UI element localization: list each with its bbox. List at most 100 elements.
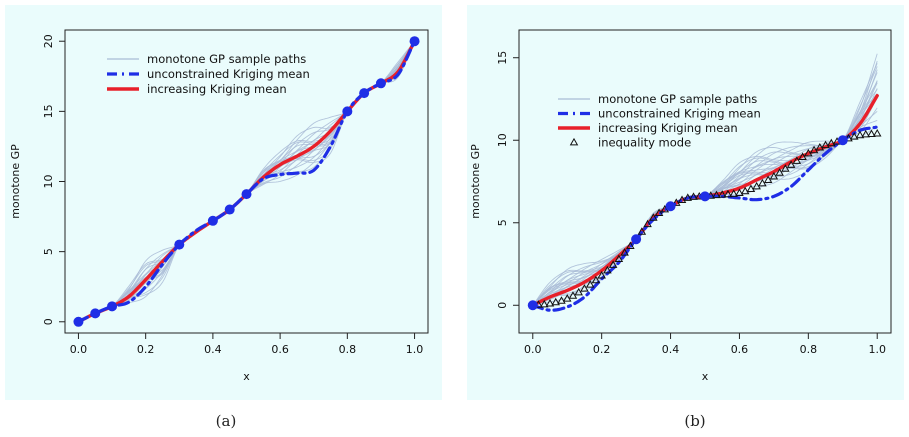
inequality-mode-point bbox=[551, 297, 560, 306]
plot-frame bbox=[518, 29, 892, 334]
y-axis: 0 5 10 15 20 bbox=[42, 34, 65, 325]
data-point bbox=[375, 78, 386, 89]
legend-entry-label: increasing Kriging mean bbox=[147, 82, 287, 96]
inequality-mode-point bbox=[620, 248, 629, 256]
data-point bbox=[342, 106, 353, 117]
inequality-mode-series bbox=[528, 129, 882, 309]
y-tick-label: 10 bbox=[42, 175, 55, 189]
y-axis-label: monotone GP bbox=[469, 144, 482, 219]
inequality-mode-point bbox=[867, 129, 876, 137]
x-tick-label: 0.8 bbox=[800, 343, 818, 356]
inequality-mode-point bbox=[591, 275, 601, 284]
unconstrained-kriging-mean-line bbox=[531, 125, 879, 312]
data-point bbox=[224, 204, 235, 215]
data-point bbox=[207, 215, 218, 226]
y-tick-label: 5 bbox=[496, 219, 509, 226]
data-point bbox=[700, 191, 710, 202]
inequality-mode-point bbox=[585, 280, 595, 288]
inequality-mode-point bbox=[683, 193, 693, 201]
inequality-mode-point bbox=[677, 195, 687, 204]
y-tick-label: 5 bbox=[42, 248, 55, 255]
plot-area bbox=[527, 53, 882, 312]
inequality-mode-point bbox=[637, 227, 647, 235]
legend-entry-label: unconstrained Kriging mean bbox=[147, 67, 310, 81]
x-tick-label: 1.0 bbox=[406, 343, 424, 356]
data-point bbox=[107, 301, 118, 312]
inequality-mode-point bbox=[792, 156, 802, 164]
inequality-mode-point bbox=[827, 138, 836, 147]
data-point bbox=[359, 88, 370, 99]
data-point bbox=[90, 308, 101, 319]
legend-entry-label: unconstrained Kriging mean bbox=[598, 107, 761, 121]
inequality-mode-point bbox=[649, 213, 658, 221]
inequality-mode-point bbox=[781, 164, 790, 172]
inequality-mode-point bbox=[746, 184, 756, 192]
inequality-mode-point bbox=[672, 198, 681, 206]
inequality-mode-point bbox=[643, 219, 652, 228]
x-tick-label: 0.4 bbox=[662, 343, 680, 356]
data-point bbox=[409, 36, 420, 47]
legend-swatch-mode bbox=[569, 137, 579, 146]
caption-a: (a) bbox=[215, 412, 237, 430]
inequality-mode-point bbox=[717, 190, 727, 198]
data-point bbox=[73, 316, 84, 327]
x-axis-label: x bbox=[243, 370, 250, 383]
chart-a-svg: 0.0 0.2 0.4 0.6 0.8 1.0 x 0 5 10 15 20 monotone GP mo… bbox=[5, 5, 442, 400]
legend-entry-label: monotone GP sample paths bbox=[147, 52, 306, 66]
inequality-mode-point bbox=[562, 294, 572, 302]
y-tick-label: 0 bbox=[42, 318, 55, 325]
y-axis: 0 5 10 15 bbox=[496, 51, 519, 309]
y-tick-label: 10 bbox=[496, 133, 509, 147]
data-point bbox=[527, 300, 538, 311]
x-tick-label: 0.6 bbox=[731, 343, 749, 356]
x-tick-label: 0.4 bbox=[204, 343, 222, 356]
chart-panel-b: 0.0 0.2 0.4 0.6 0.8 1.0 x 0 5 10 15 monotone GP mono… bbox=[467, 5, 904, 400]
x-tick-label: 0.2 bbox=[593, 343, 611, 356]
inequality-mode-point bbox=[557, 296, 566, 304]
x-tick-label: 0.2 bbox=[137, 343, 155, 356]
data-point bbox=[665, 201, 676, 212]
inequality-mode-point bbox=[763, 175, 773, 183]
plot-area bbox=[73, 36, 420, 327]
x-axis: 0.0 0.2 0.4 0.6 0.8 1.0 bbox=[70, 333, 424, 356]
inequality-mode-point bbox=[815, 142, 825, 151]
inequality-mode-point bbox=[597, 270, 606, 279]
inequality-mode-point bbox=[821, 140, 830, 149]
inequality-mode-point bbox=[580, 284, 589, 292]
inequality-mode-point bbox=[729, 189, 738, 197]
inequality-mode-point bbox=[752, 181, 761, 190]
x-tick-label: 0.6 bbox=[271, 343, 289, 356]
inequality-mode-point bbox=[545, 299, 555, 307]
chart-b-svg: 0.0 0.2 0.4 0.6 0.8 1.0 x 0 5 10 15 monotone GP mono… bbox=[467, 5, 904, 400]
data-point bbox=[174, 239, 185, 250]
inequality-mode-point bbox=[735, 188, 744, 196]
y-tick-label: 0 bbox=[496, 302, 509, 309]
inequality-mode-point bbox=[798, 152, 807, 160]
inequality-mode-point bbox=[608, 260, 618, 268]
x-axis: 0.0 0.2 0.4 0.6 0.8 1.0 bbox=[524, 333, 886, 356]
y-tick-label: 20 bbox=[42, 34, 55, 48]
legend-entry-label: increasing Kriging mean bbox=[598, 121, 738, 135]
y-axis-label: monotone GP bbox=[9, 144, 22, 219]
inequality-mode-point bbox=[540, 299, 549, 308]
legend-entry-label: inequality mode bbox=[598, 136, 691, 150]
x-tick-label: 0.8 bbox=[339, 343, 357, 356]
y-tick-label: 15 bbox=[496, 51, 509, 65]
inequality-mode-point bbox=[574, 287, 583, 296]
inequality-mode-point bbox=[689, 192, 698, 200]
inequality-mode-point bbox=[712, 190, 721, 199]
inequality-mode-point bbox=[786, 160, 796, 168]
inequality-mode-point bbox=[850, 132, 859, 140]
inequality-mode-point bbox=[740, 186, 750, 195]
data-point bbox=[241, 189, 252, 200]
inequality-mode-point bbox=[861, 129, 870, 138]
y-tick-label: 15 bbox=[42, 104, 55, 118]
inequality-mode-point bbox=[654, 208, 664, 217]
inequality-mode-point bbox=[603, 265, 612, 274]
x-tick-label: 0.0 bbox=[70, 343, 88, 356]
x-axis-label: x bbox=[702, 370, 709, 383]
inequality-mode-point bbox=[614, 254, 624, 262]
inequality-mode-point bbox=[809, 145, 819, 154]
